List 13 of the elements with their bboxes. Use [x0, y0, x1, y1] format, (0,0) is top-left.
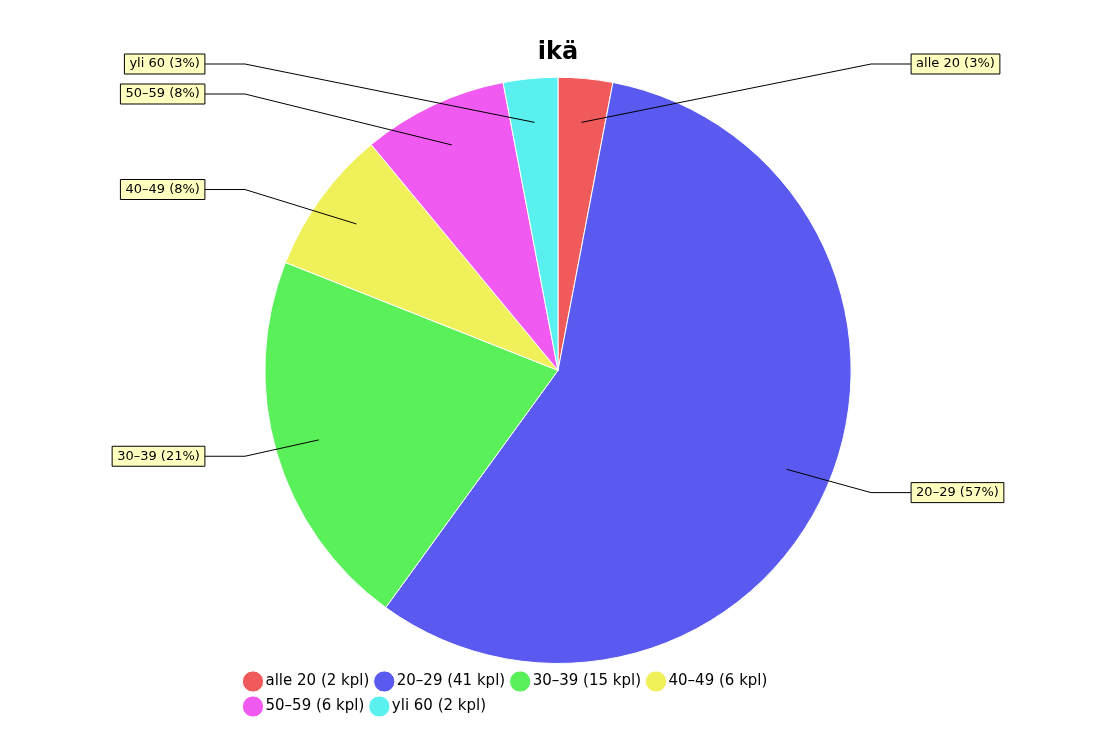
legend-label: 30–39 (15 kpl): [532, 671, 642, 690]
legend-label: yli 60 (2 kpl): [391, 696, 487, 715]
data-label: 50–59 (8%): [125, 85, 200, 101]
data-label: 20–29 (57%): [916, 484, 999, 499]
legend-label: 20–29 (41 kpl): [396, 671, 506, 690]
data-label: 30–39 (21%): [117, 447, 200, 463]
legend-label: 50–59 (6 kpl): [265, 696, 365, 715]
chart-title: ikä: [537, 36, 579, 65]
data-label: alle 20 (3%): [916, 55, 995, 71]
legend-label: 40–49 (6 kpl): [668, 671, 768, 690]
data-label: yli 60 (3%): [129, 55, 200, 71]
data-label: 40–49 (8%): [125, 180, 200, 196]
legend-label: alle 20 (2 kpl): [265, 671, 370, 690]
